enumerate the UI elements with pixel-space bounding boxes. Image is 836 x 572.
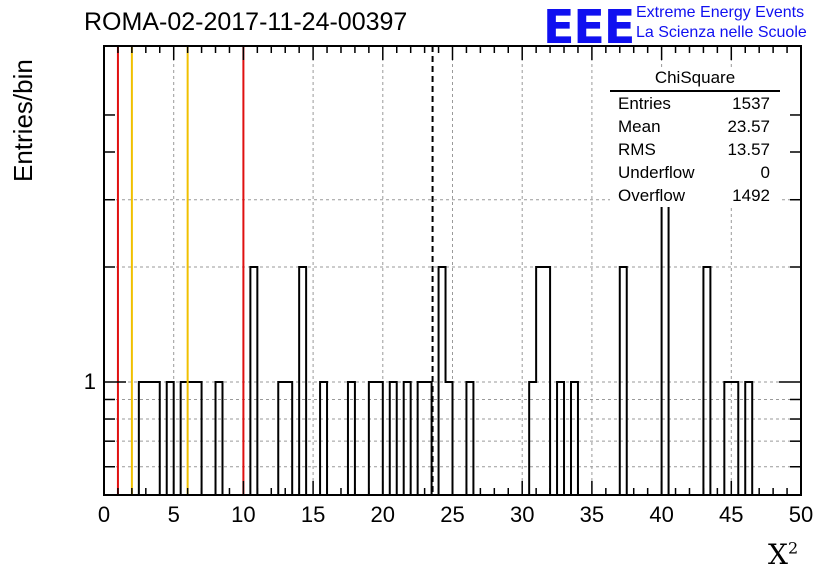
logo-line-2: La Scienza nelle Scuole — [636, 24, 807, 41]
x-tick-label: 35 — [580, 502, 604, 527]
stats-title: ChiSquare — [610, 68, 780, 92]
stats-row: Underflow 0 — [618, 163, 770, 182]
x-tick-label: 5 — [168, 502, 180, 527]
y-tick-label: 1 — [84, 369, 96, 394]
stats-row: Mean 23.57 — [618, 117, 770, 136]
x-tick-label: 25 — [440, 502, 464, 527]
x-tick-label: 20 — [371, 502, 395, 527]
x-tick-label: 10 — [231, 502, 255, 527]
x-tick-label: 40 — [649, 502, 673, 527]
x-tick-label: 45 — [719, 502, 743, 527]
stats-row: Entries 1537 — [618, 94, 770, 113]
x-tick-label: 50 — [789, 502, 813, 527]
x-axis-label: X2 — [768, 538, 799, 571]
y-axis-label: Entries/bin — [8, 59, 38, 182]
stats-row: Overflow 1492 — [618, 186, 770, 205]
x-tick-label: 30 — [510, 502, 534, 527]
stats-box: ChiSquare Entries 1537 Mean 23.57 RMS 13.57… — [610, 68, 780, 207]
chart-title: ROMA-02-2017-11-24-00397 — [84, 8, 408, 36]
eee-logo: EEE — [543, 0, 635, 54]
x-tick-label: 0 — [98, 502, 110, 527]
x-tick-label: 15 — [301, 502, 325, 527]
stats-row: RMS 13.57 — [618, 140, 770, 159]
logo-line-1: Extreme Energy Events — [636, 4, 805, 21]
axis-ticks — [103, 46, 802, 495]
marker-lines — [116, 46, 434, 495]
x-tick-labels: 0 5 10 15 20 25 30 35 40 45 50 — [98, 502, 813, 527]
